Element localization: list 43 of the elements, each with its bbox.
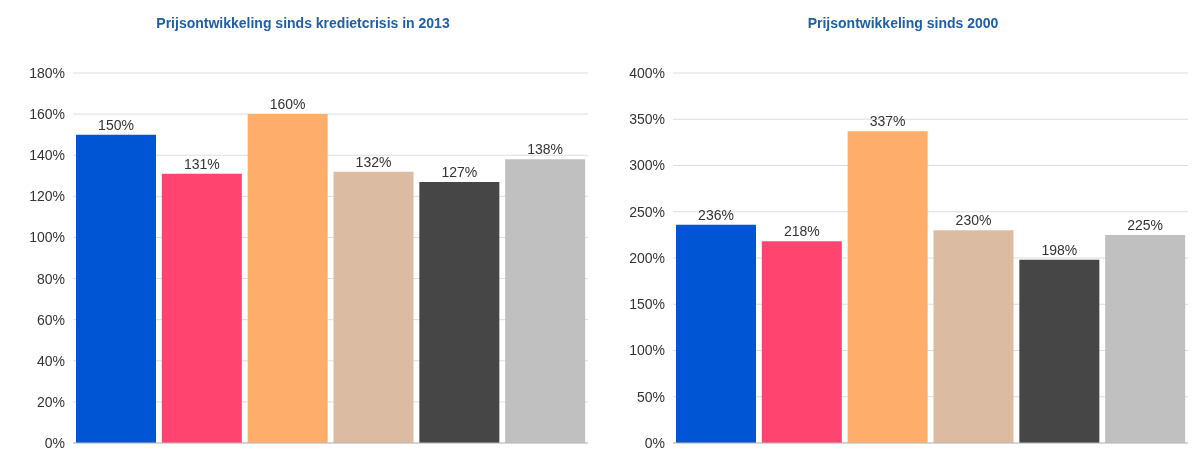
y-tick-label: 200% [629, 249, 665, 266]
data-label: 160% [269, 96, 306, 113]
y-tick-label: 100% [629, 342, 665, 359]
bar [76, 134, 156, 443]
y-tick-label: 160% [29, 106, 65, 123]
y-tick-label: 350% [629, 111, 665, 128]
data-label: 337% [869, 113, 906, 130]
y-tick-label: 50% [636, 388, 665, 405]
bar [333, 171, 414, 443]
data-label: 236% [698, 206, 734, 223]
y-tick-label: 150% [629, 296, 665, 313]
y-tick-label: 80% [36, 270, 65, 287]
y-tick-label: 300% [629, 157, 665, 174]
y-tick-label: 20% [36, 393, 65, 410]
bar [1019, 259, 1100, 443]
data-label: 132% [355, 153, 392, 170]
bar [933, 230, 1014, 443]
data-label: 218% [783, 223, 820, 240]
y-tick-label: 120% [29, 188, 65, 205]
chart-title: Prijsontwikkeling sinds 2000 [806, 14, 1000, 33]
data-label: 131% [183, 155, 220, 172]
bar [247, 114, 328, 443]
bar [676, 224, 756, 443]
data-label: 225% [1127, 216, 1164, 233]
bar [161, 173, 242, 443]
bar [761, 241, 842, 443]
y-tick-label: 180% [29, 64, 65, 81]
data-label: 150% [98, 116, 134, 133]
data-label: 230% [955, 212, 992, 229]
y-tick-label: 400% [629, 64, 665, 81]
bar [847, 131, 928, 443]
y-tick-label: 100% [29, 229, 65, 246]
chart-title: Prijsontwikkeling sinds kredietcrisis in 2013 [155, 14, 451, 33]
y-tick-label: 0% [44, 434, 65, 451]
bar [419, 181, 500, 443]
y-tick-label: 60% [36, 311, 65, 328]
y-tick-label: 250% [629, 203, 665, 220]
y-tick-label: 140% [29, 147, 65, 164]
data-label: 127% [441, 163, 478, 180]
y-tick-label: 0% [644, 434, 665, 451]
data-label: 138% [527, 141, 564, 158]
data-label: 198% [1041, 241, 1078, 258]
y-tick-label: 40% [36, 352, 65, 369]
